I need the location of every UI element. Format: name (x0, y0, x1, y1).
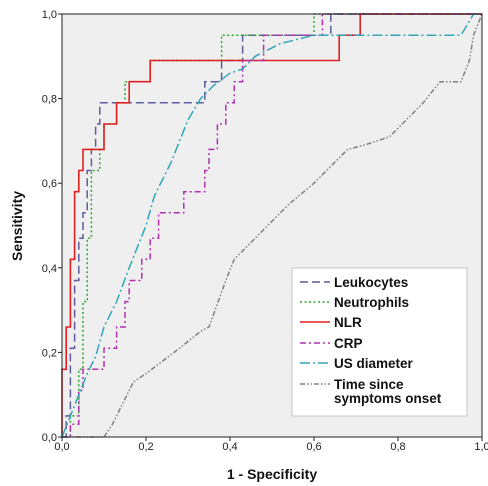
y-tick-label: 1,0 (42, 9, 57, 21)
y-tick-label: 0,6 (42, 178, 57, 190)
series-line-us-diameter (61, 13, 482, 438)
x-tick-label: 0,2 (138, 441, 153, 453)
x-tick-label: 0,8 (390, 441, 405, 453)
plot-frame (61, 13, 483, 438)
series-line-neutrophils (62, 13, 482, 438)
x-tick-label: 1,0 (474, 441, 488, 453)
y-tick-label: 0,8 (42, 94, 57, 106)
series-line-time-since-symptoms-onset (62, 13, 483, 438)
x-axis-label: 1 - Specificity (227, 466, 317, 482)
y-tick-label: 0,0 (42, 432, 57, 444)
legend-box (291, 267, 468, 417)
legend-label-leukocytes: Leukocytes (334, 275, 408, 290)
legend-label-neutrophils: Neutrophils (334, 295, 409, 310)
x-tick-label: 0,4 (222, 441, 237, 453)
series-line-crp (62, 13, 482, 438)
x-tick-label: 0,6 (306, 441, 321, 453)
y-tick-label: 0,4 (42, 263, 57, 275)
ticks-layer: 0,0 0,2 0,4 0,6 0,8 1,0 0,0 0,2 0,4 0,6 0,8 1,0 (42, 9, 488, 453)
legend: Leukocytes Neutrophils NLR CRP US diameter Ti… (291, 267, 468, 417)
x-tick-label: 0,0 (54, 441, 69, 453)
y-tick-label: 0,2 (42, 347, 57, 359)
legend-label-crp: CRP (334, 336, 363, 351)
series-line-nlr (61, 13, 482, 437)
legend-label-time-since-symptoms-onset: Time since symptoms onset (334, 377, 442, 406)
legend-label-us-diameter: US diameter (334, 356, 414, 371)
series-layer (61, 13, 483, 438)
legend-label-nlr: NLR (334, 315, 362, 330)
y-axis-label: Sensitivity (9, 191, 25, 261)
